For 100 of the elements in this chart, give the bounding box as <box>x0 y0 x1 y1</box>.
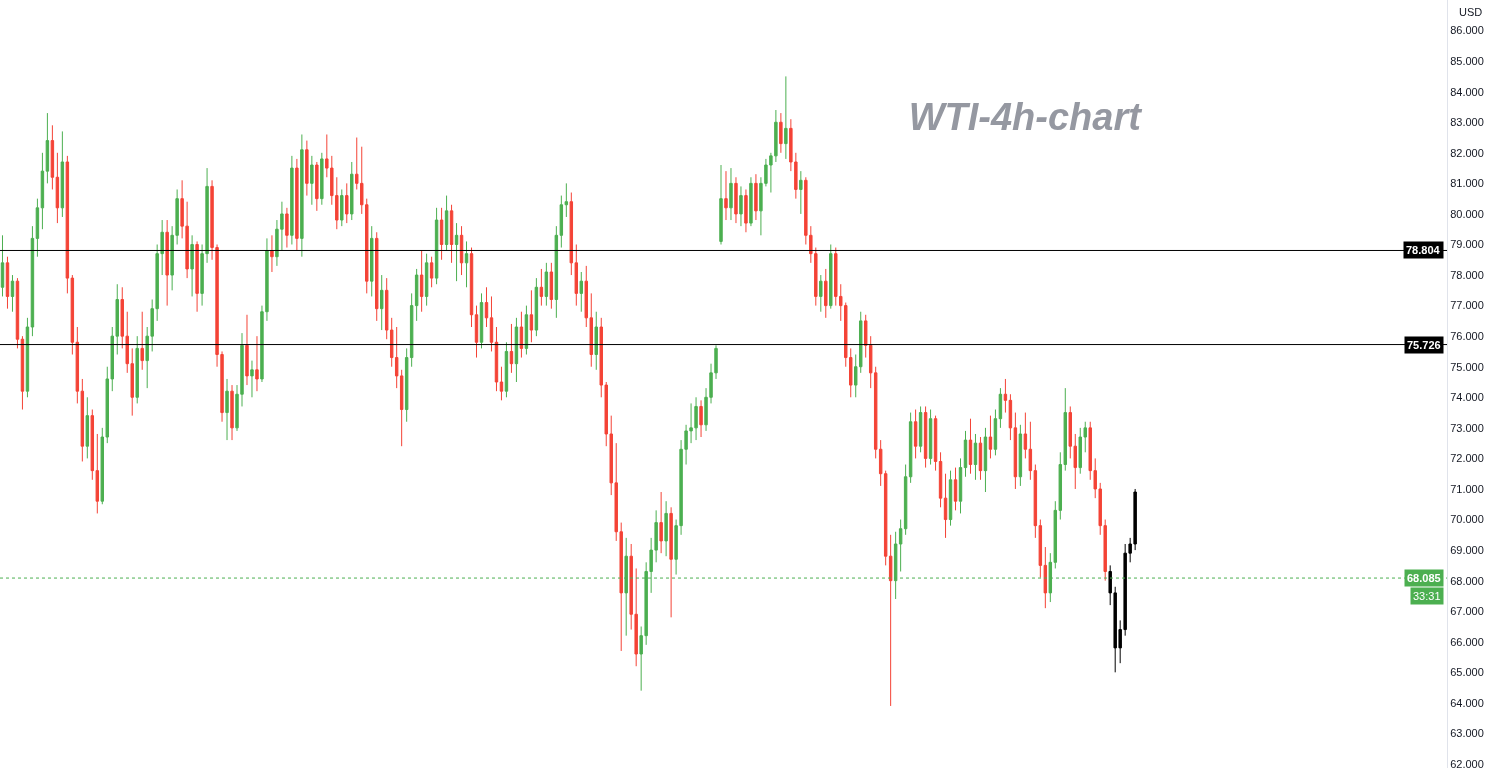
candlestick <box>519 311 524 359</box>
candlestick <box>20 335 25 411</box>
candlestick <box>165 219 169 307</box>
candlestick <box>719 164 723 245</box>
candlestick <box>310 155 314 206</box>
candlestick <box>230 384 234 441</box>
candlestick <box>504 341 509 398</box>
candlestick <box>444 195 449 252</box>
candlestick <box>10 274 15 313</box>
candlestick <box>30 225 35 337</box>
candlestick <box>908 412 913 484</box>
candlestick <box>439 207 444 261</box>
y-tick-label: 71.000 <box>1450 482 1484 495</box>
annotation: 33:31 <box>1413 590 1441 602</box>
candlestick <box>474 305 479 359</box>
candlestick <box>943 473 948 539</box>
y-tick-label: 78.000 <box>1450 268 1484 281</box>
candlestick <box>988 415 993 459</box>
candlestick <box>255 335 259 392</box>
candlestick <box>370 225 374 297</box>
candlestick <box>379 274 384 331</box>
candlestick <box>524 305 529 356</box>
candlestick <box>484 286 489 328</box>
y-tick-label: 62.000 <box>1450 757 1484 770</box>
candlestick <box>469 247 474 328</box>
candlestick <box>963 430 968 478</box>
candlestick <box>923 405 928 469</box>
candlestick <box>45 112 50 184</box>
candlestick <box>659 491 663 554</box>
y-tick-label: 68.000 <box>1450 574 1484 587</box>
candlestick <box>1003 378 1008 414</box>
candlestick <box>135 335 139 404</box>
candlestick <box>290 155 294 245</box>
candlestick <box>948 470 953 527</box>
y-tick-label: 76.000 <box>1450 330 1484 343</box>
candlestick <box>983 427 988 493</box>
candlestick <box>933 415 938 472</box>
y-tick-label: 85.000 <box>1450 54 1484 67</box>
y-tick-label: 63.000 <box>1450 727 1484 740</box>
ref-line-label: 75.726 <box>1407 339 1441 351</box>
y-axis-title: USD <box>1459 6 1483 18</box>
candlestick <box>195 240 199 313</box>
y-tick-label: 72.000 <box>1450 452 1484 465</box>
candlestick <box>250 360 254 398</box>
candlestick <box>739 185 743 227</box>
candlestick <box>429 256 434 288</box>
candlestick <box>190 234 194 297</box>
candlestick <box>968 418 973 475</box>
candlestick <box>285 207 289 249</box>
candlestick <box>918 405 923 453</box>
candlestick <box>734 176 738 224</box>
candlestick <box>60 130 65 218</box>
y-tick-label: 73.000 <box>1450 421 1484 434</box>
candlestick <box>424 253 429 307</box>
y-tick-label: 70.000 <box>1450 513 1484 526</box>
candlestick <box>0 234 5 297</box>
text: WTI-4h-chart <box>908 96 1143 139</box>
candlestick <box>1018 424 1023 487</box>
candlestick <box>305 140 309 197</box>
candlestick <box>549 262 554 310</box>
candlestick <box>754 173 758 221</box>
candlestick <box>534 277 539 337</box>
candlestick <box>225 378 229 441</box>
y-tick-label: 65.000 <box>1450 666 1484 679</box>
y-tick-label: 82.000 <box>1450 146 1484 159</box>
candlestick <box>724 170 728 221</box>
candlestick <box>295 158 299 252</box>
candlestick <box>454 222 459 282</box>
candlestick <box>340 188 344 227</box>
candlestick <box>499 366 504 401</box>
y-tick-label: 80.000 <box>1450 207 1484 220</box>
candlestick <box>799 170 803 215</box>
y-tick-label: 79.000 <box>1450 238 1484 251</box>
candlestick <box>544 262 549 307</box>
candlestick <box>315 161 319 212</box>
candlestick <box>300 133 304 258</box>
candlestick <box>579 271 584 313</box>
y-tick-label: 77.000 <box>1450 299 1484 312</box>
candlestick <box>913 409 918 459</box>
candlestick <box>749 176 753 227</box>
candlestick <box>973 433 978 481</box>
candlestick <box>509 323 514 374</box>
y-tick-label: 84.000 <box>1450 85 1484 98</box>
candlestick <box>779 112 783 154</box>
y-tick-label: 74.000 <box>1450 391 1484 404</box>
candlestick <box>375 231 379 322</box>
candlestick <box>953 467 958 511</box>
candlestick <box>419 250 424 313</box>
candlestick <box>1008 393 1013 441</box>
candlestick <box>50 124 55 190</box>
y-tick-label: 75.000 <box>1450 360 1484 373</box>
candlestick <box>459 225 464 276</box>
candlestick <box>464 240 469 288</box>
candlestick <box>699 399 703 438</box>
candlestick <box>449 204 454 264</box>
candlestick <box>40 152 45 230</box>
ref-line-label: 68.085 <box>1407 572 1441 584</box>
candlestick <box>529 289 534 343</box>
candlestick <box>55 152 60 224</box>
candlestick <box>928 409 933 466</box>
